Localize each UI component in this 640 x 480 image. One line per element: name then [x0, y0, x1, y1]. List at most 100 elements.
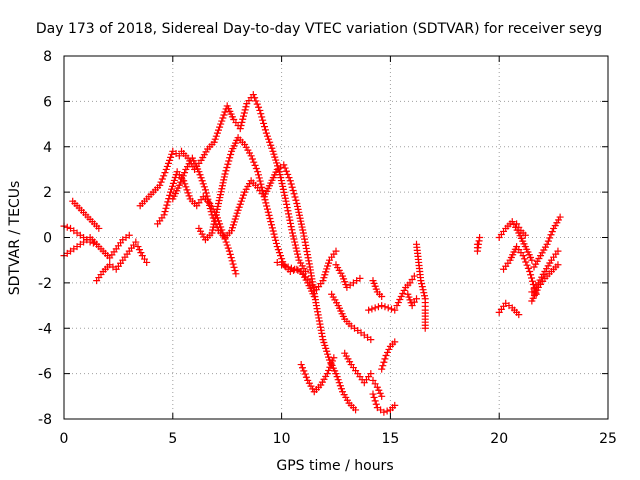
data-point — [132, 238, 140, 246]
data-point — [281, 191, 289, 199]
data-point — [373, 383, 381, 391]
data-point — [134, 243, 142, 251]
data-point — [211, 217, 219, 225]
data-point — [293, 199, 301, 207]
data-point — [274, 246, 282, 254]
data-point — [337, 385, 345, 393]
data-point — [421, 324, 429, 332]
series-arc-g — [154, 168, 240, 278]
data-point — [164, 198, 172, 206]
data-point — [250, 158, 258, 166]
data-point — [285, 174, 293, 182]
data-point — [418, 280, 426, 288]
data-point — [269, 227, 277, 235]
data-point — [333, 373, 341, 381]
data-point — [277, 177, 285, 185]
data-point — [224, 160, 232, 168]
data-point — [156, 181, 164, 189]
data-point — [393, 302, 401, 310]
data-point — [251, 94, 259, 102]
y-axis-title: SDTVAR / TECUs — [7, 181, 23, 296]
data-point — [265, 135, 273, 143]
data-point — [262, 129, 270, 137]
data-point — [263, 202, 271, 210]
series-arc-w — [413, 240, 429, 332]
data-point — [168, 150, 176, 158]
data-point — [212, 211, 220, 219]
data-point — [214, 126, 222, 134]
data-point — [397, 292, 405, 300]
data-point — [391, 401, 399, 409]
data-point — [270, 230, 278, 238]
data-point — [547, 231, 555, 239]
data-point — [280, 161, 288, 169]
data-point — [221, 108, 229, 116]
data-point — [387, 305, 395, 313]
data-point — [299, 226, 307, 234]
data-point — [259, 116, 267, 124]
data-point — [281, 194, 289, 202]
data-point — [374, 303, 382, 311]
data-point — [521, 231, 529, 239]
data-point — [301, 370, 309, 378]
data-point — [275, 168, 283, 176]
data-point — [183, 186, 191, 194]
data-point — [528, 256, 536, 264]
data-point — [368, 305, 376, 313]
data-point — [218, 185, 226, 193]
data-point — [370, 393, 378, 401]
series-arc-l — [297, 354, 338, 396]
data-point — [257, 110, 265, 118]
data-point — [227, 151, 235, 159]
data-point — [251, 161, 259, 169]
data-point — [200, 183, 208, 191]
y-tick-label: -8 — [38, 412, 52, 428]
data-point — [198, 177, 206, 185]
data-point — [161, 208, 169, 216]
data-point — [296, 214, 304, 222]
data-point — [220, 232, 228, 240]
data-point — [334, 376, 342, 384]
data-point — [223, 163, 231, 171]
series-arc-p — [369, 277, 386, 300]
data-point — [281, 164, 289, 172]
data-point — [218, 226, 226, 234]
data-point — [391, 338, 399, 346]
data-point — [284, 170, 292, 178]
data-point — [372, 400, 380, 408]
data-point — [256, 177, 264, 185]
series-arc-u — [393, 272, 418, 310]
data-point — [210, 220, 218, 228]
data-point — [297, 217, 305, 225]
series-arc-i — [178, 91, 310, 276]
data-point — [413, 295, 421, 303]
data-point — [219, 179, 227, 187]
data-point — [207, 208, 215, 216]
data-point — [158, 175, 166, 183]
data-point — [175, 181, 183, 189]
data-point — [216, 123, 224, 131]
data-point — [222, 167, 230, 175]
data-point — [179, 172, 187, 180]
data-point — [268, 221, 276, 229]
data-point — [209, 226, 217, 234]
data-point — [298, 223, 306, 231]
data-point — [292, 244, 300, 252]
data-point — [276, 171, 284, 179]
data-point — [375, 386, 383, 394]
data-point — [288, 226, 296, 234]
data-point — [162, 165, 170, 173]
data-point — [227, 254, 235, 262]
data-point — [242, 103, 250, 111]
data-point — [272, 239, 280, 247]
data-point — [284, 263, 292, 271]
data-point — [295, 211, 303, 219]
data-point — [310, 292, 318, 300]
data-point — [231, 267, 239, 275]
data-point — [378, 392, 386, 400]
data-point — [252, 165, 260, 173]
data-point — [212, 132, 220, 140]
data-point — [293, 202, 301, 210]
data-point — [300, 367, 308, 375]
data-point — [420, 289, 428, 297]
